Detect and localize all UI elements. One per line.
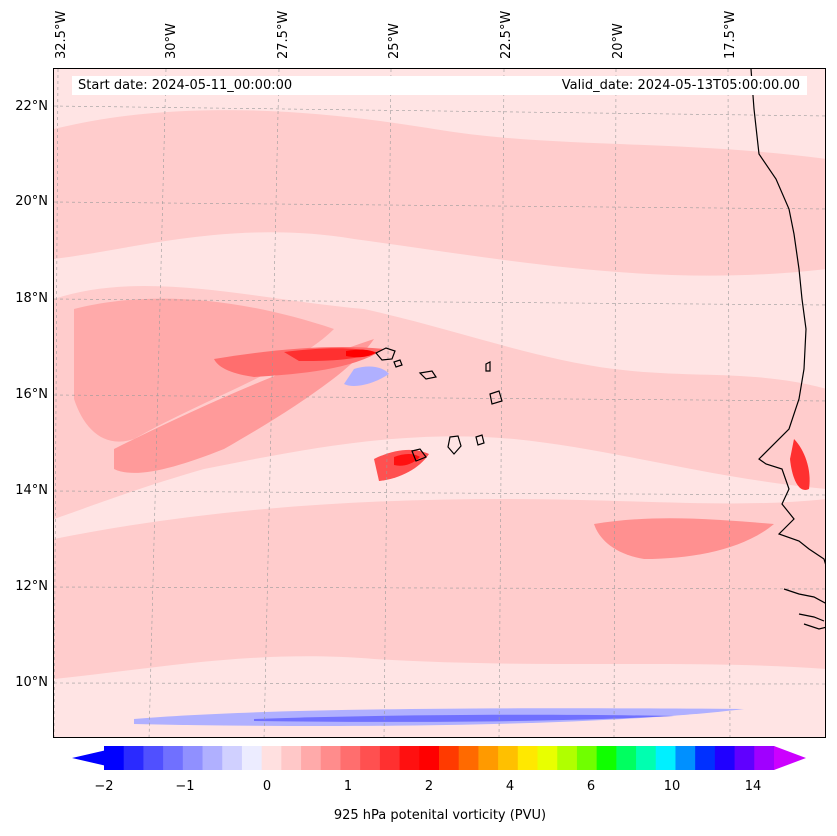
colorbar-tick: 10 xyxy=(663,779,681,794)
colorbar-cell xyxy=(320,746,341,770)
colorbar-tick: −1 xyxy=(175,779,195,794)
lon-label: 20°W xyxy=(611,23,626,59)
colorbar xyxy=(72,746,806,770)
colorbar-cell xyxy=(340,746,361,770)
pv-patch-east xyxy=(594,518,774,559)
colorbar-cell xyxy=(399,746,420,770)
lat-label: 20°N xyxy=(15,194,48,209)
colorbar-cell xyxy=(498,746,519,770)
lat-label: 12°N xyxy=(15,579,48,594)
colorbar-tick: −2 xyxy=(94,779,114,794)
pv-patch-west xyxy=(74,298,334,442)
colorbar-cell xyxy=(301,746,322,770)
colorbar-cell xyxy=(419,746,440,770)
map-panel xyxy=(53,68,826,738)
lon-label: 17.5°W xyxy=(723,10,738,59)
colorbar-cell xyxy=(202,746,223,770)
colorbar-cell xyxy=(261,746,282,770)
start-date: Start date: 2024-05-11_00:00:00 xyxy=(78,78,293,93)
negative-pv-core xyxy=(254,714,674,722)
colorbar-tick: 0 xyxy=(262,779,272,794)
gridlines xyxy=(54,69,825,737)
lat-label: 16°N xyxy=(15,387,48,402)
lat-label: 22°N xyxy=(15,99,48,114)
colorbar-cell xyxy=(576,746,598,770)
date-info-bar: Start date: 2024-05-11_00:00:00 Valid_da… xyxy=(72,76,807,95)
colorbar-cell xyxy=(163,746,184,770)
lon-label: 25°W xyxy=(387,23,402,59)
lat-label: 18°N xyxy=(15,291,48,306)
lon-label: 27.5°W xyxy=(276,10,291,59)
colorbar-cell xyxy=(222,746,243,770)
colorbar-cell xyxy=(241,746,263,770)
cape-verde-islands xyxy=(375,347,503,462)
pv-core-south xyxy=(394,454,420,466)
vorticity-field xyxy=(54,69,825,737)
pv-coastal-max xyxy=(790,439,810,490)
colorbar-tick: 6 xyxy=(586,779,596,794)
colorbar-cell xyxy=(182,746,204,770)
colorbar-cell xyxy=(458,746,479,770)
colorbar-cell xyxy=(714,746,736,770)
colorbar-cell xyxy=(695,746,716,770)
colorbar-cell xyxy=(439,746,460,770)
lon-label: 22.5°W xyxy=(499,10,514,59)
colorbar-cell xyxy=(616,746,637,770)
colorbar-tick: 2 xyxy=(424,779,434,794)
colorbar-tick: 14 xyxy=(744,779,762,794)
coastline xyxy=(750,69,825,630)
colorbar-cell xyxy=(557,746,578,770)
lat-label: 10°N xyxy=(15,675,48,690)
pv-band-north xyxy=(54,110,825,276)
colorbar-cell xyxy=(754,746,775,770)
lon-label: 30°W xyxy=(164,23,179,59)
colorbar-cell xyxy=(379,746,401,770)
colorbar-tick: 4 xyxy=(505,779,515,794)
colorbar-cell xyxy=(123,746,144,770)
colorbar-cell xyxy=(636,746,657,770)
colorbar-cell xyxy=(104,746,125,770)
colorbar-tick: 1 xyxy=(343,779,353,794)
lat-label: 14°N xyxy=(15,483,48,498)
colorbar-cell xyxy=(655,746,676,770)
colorbar-cell xyxy=(734,746,755,770)
colorbar-cell xyxy=(537,746,558,770)
negative-pv-north xyxy=(344,366,389,386)
pv-core-north xyxy=(346,349,376,358)
lon-label: 32.5°W xyxy=(54,10,69,59)
colorbar-cell xyxy=(596,746,617,770)
colorbar-cell xyxy=(478,746,499,770)
colorbar-label: 925 hPa potenital vorticity (PVU) xyxy=(333,808,547,823)
colorbar-cell xyxy=(143,746,164,770)
colorbar-cell xyxy=(517,746,539,770)
colorbar-cell xyxy=(281,746,302,770)
colorbar-cell xyxy=(360,746,381,770)
colorbar-extend-high xyxy=(774,746,806,770)
pv-filament-west xyxy=(114,339,374,473)
colorbar-cell xyxy=(675,746,696,770)
valid-date: Valid_date: 2024-05-13T05:00:00.00 xyxy=(561,78,800,93)
